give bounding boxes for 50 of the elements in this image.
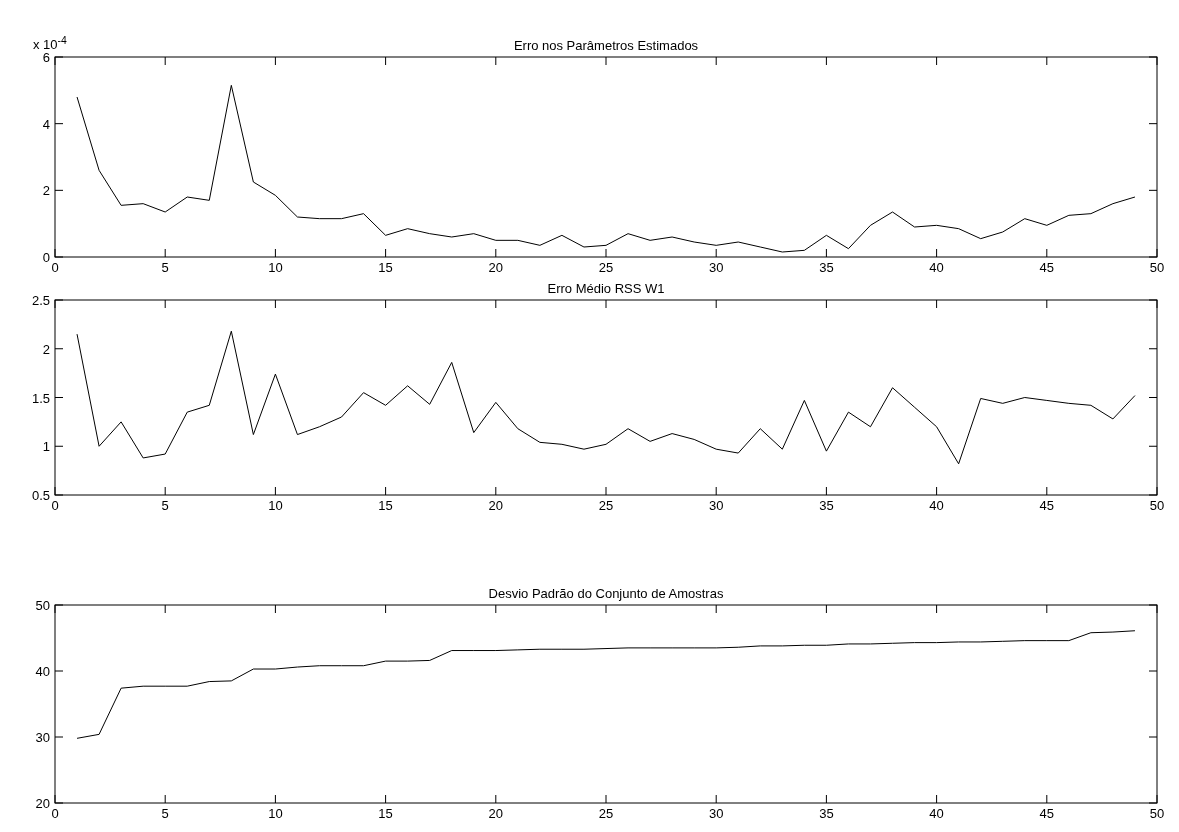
x-tick-label: 5 (161, 498, 169, 513)
line-series (76, 84, 1136, 253)
x-tick-label: 15 (378, 498, 393, 513)
y-tick-label: 20 (35, 796, 50, 811)
x-tick-label: 20 (488, 806, 504, 821)
chart-title: Erro Médio RSS W1 (547, 281, 665, 296)
y-tick-label: 1.5 (31, 390, 50, 406)
x-tick-label: 5 (161, 260, 169, 275)
x-tick-label: 30 (708, 498, 724, 513)
x-tick-label: 45 (1039, 260, 1055, 275)
y-tick-label: 30 (35, 730, 50, 745)
y-tick-label: 6 (42, 50, 50, 65)
x-tick-label: 50 (1149, 260, 1165, 275)
x-tick-label: 20 (488, 260, 504, 275)
y-tick-label: 0 (42, 250, 50, 265)
x-tick-label: 50 (1149, 806, 1165, 821)
line-series (76, 330, 1136, 465)
x-tick-label: 25 (598, 260, 614, 275)
x-tick-label: 10 (268, 260, 283, 275)
x-tick-label: 40 (929, 806, 944, 821)
y-tick-label: 2 (42, 183, 50, 199)
y-tick-label: 50 (35, 598, 50, 613)
x-tick-label: 30 (708, 806, 724, 821)
x-tick-label: 45 (1039, 498, 1055, 513)
x-tick-label: 10 (268, 806, 283, 821)
text: x 10$^{-4}$ (33, 34, 68, 52)
x-tick-label: 45 (1039, 806, 1055, 821)
chart-title: Desvio Padrão do Conjunto de Amostras (488, 586, 724, 601)
x-tick-label: 5 (161, 806, 169, 821)
chart-title: Erro nos Parâmetros Estimados (513, 38, 699, 53)
x-tick-label: 40 (929, 260, 944, 275)
y-tick-label: 4 (42, 116, 50, 132)
y-tick-label: 0.5 (31, 488, 50, 503)
y-tick-label: 1 (42, 439, 50, 455)
x-tick-label: 15 (378, 260, 393, 275)
x-tick-label: 50 (1149, 498, 1165, 513)
x-tick-label: 10 (268, 498, 283, 513)
x-tick-label: 20 (488, 498, 504, 513)
x-tick-label: 35 (819, 498, 834, 513)
y-tick-label: 40 (35, 664, 50, 679)
x-tick-label: 15 (378, 806, 393, 821)
y-tick-label: 2 (42, 341, 50, 357)
x-tick-label: 35 (819, 806, 834, 821)
line-series (76, 630, 1136, 739)
x-tick-label: 40 (929, 498, 944, 513)
y-tick-label: 2.5 (31, 293, 50, 308)
x-tick-label: 30 (708, 260, 724, 275)
x-tick-label: 35 (819, 260, 834, 275)
x-tick-label: 25 (598, 806, 614, 821)
x-tick-label: 25 (598, 498, 614, 513)
